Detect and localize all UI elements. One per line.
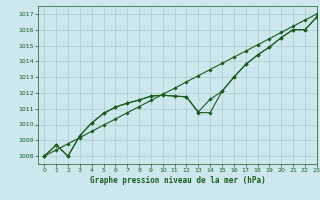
X-axis label: Graphe pression niveau de la mer (hPa): Graphe pression niveau de la mer (hPa) (90, 176, 266, 185)
